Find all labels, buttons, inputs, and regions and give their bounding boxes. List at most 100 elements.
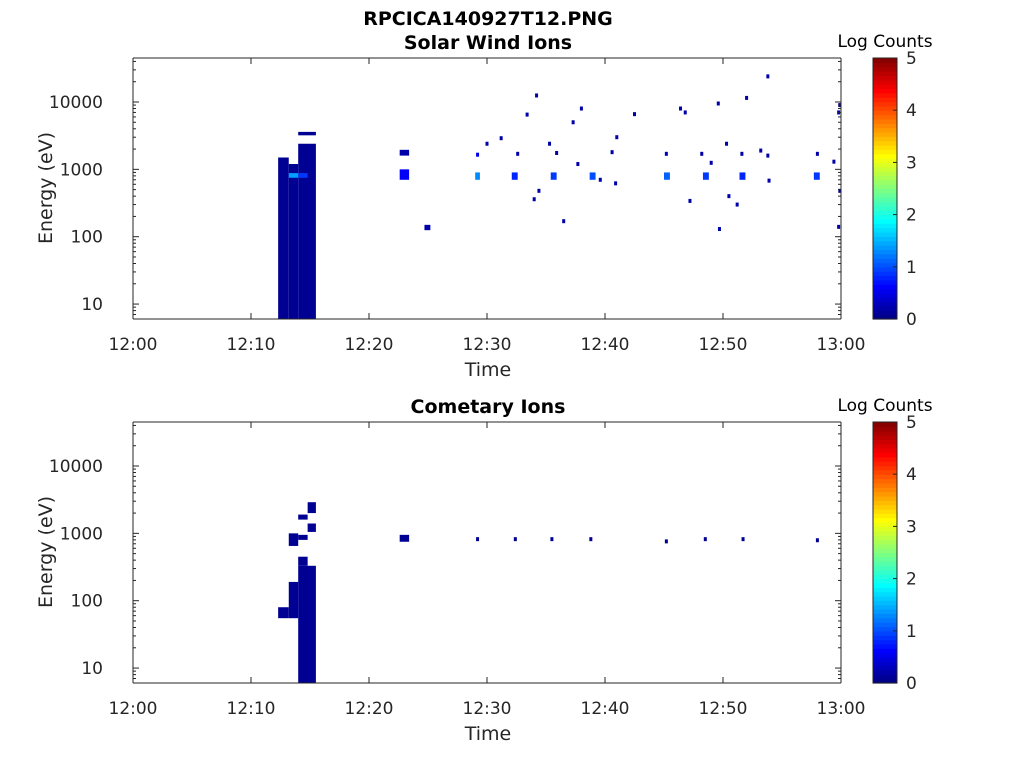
colorbar-segment	[873, 188, 897, 194]
colorbar-tick-label: 0	[906, 310, 917, 330]
data-cell	[278, 157, 289, 319]
cometary-ylabel: Energy (eV)	[35, 496, 57, 608]
solar-wind-xlabel: Time	[464, 359, 512, 381]
x-tick-label: 12:00	[109, 335, 158, 355]
colorbar-segment	[873, 292, 897, 298]
colorbar-tick-label: 3	[906, 153, 917, 173]
colorbar-tick-label: 5	[906, 413, 917, 433]
data-point	[716, 101, 720, 106]
data-point	[598, 177, 602, 182]
colorbar-tick-label: 2	[906, 206, 917, 226]
data-point	[562, 219, 566, 224]
data-point	[516, 151, 520, 156]
colorbar-segment	[873, 166, 897, 172]
data-point	[725, 141, 729, 146]
colorbar-segment	[873, 661, 897, 667]
colorbar-segment	[873, 214, 897, 220]
colorbar-segment	[873, 140, 897, 146]
colorbar-frame	[872, 421, 898, 684]
colorbar-segment	[873, 162, 897, 168]
data-cell	[702, 172, 709, 180]
colorbar-segment	[873, 110, 897, 116]
colorbar-segment	[873, 127, 897, 133]
colorbar-segment	[873, 105, 897, 111]
data-cell	[739, 172, 746, 180]
y-tick-label: 10	[81, 659, 103, 679]
colorbar-segment	[873, 249, 897, 255]
colorbar-segment	[873, 617, 897, 623]
colorbar-segment	[873, 258, 897, 264]
colorbar-segment	[873, 253, 897, 259]
data-cell	[288, 173, 299, 178]
cometary-colorbar-label: Log Counts	[837, 396, 932, 416]
colorbar-segment	[873, 158, 897, 163]
data-point	[766, 74, 770, 79]
colorbar-segment	[873, 62, 897, 68]
colorbar-segment	[873, 232, 897, 237]
data-cell	[664, 172, 670, 180]
figure-title: RPCICA140927T12.PNG	[363, 8, 613, 30]
colorbar-segment	[873, 456, 897, 462]
y-tick-label: 10000	[49, 457, 103, 477]
colorbar-tick-label: 3	[906, 517, 917, 537]
data-cell	[288, 164, 299, 319]
colorbar-segment	[873, 288, 897, 294]
data-point	[688, 198, 692, 203]
colorbar-tick-label: 5	[906, 49, 917, 69]
y-tick-label: 10000	[49, 93, 103, 113]
y-tick-label: 10	[81, 295, 103, 315]
data-cell	[298, 534, 308, 540]
colorbar-segment	[873, 97, 897, 103]
colorbar-segment	[873, 548, 897, 554]
data-point	[550, 537, 554, 542]
colorbar-segment	[873, 626, 897, 632]
colorbar-segment	[873, 635, 897, 641]
solar-wind-panel: Solar Wind Ions 12:00 12:10 12:20 12:30 12:4…	[35, 32, 933, 381]
colorbar-segment	[873, 75, 897, 81]
x-tick-label: 12:40	[581, 699, 630, 719]
data-point	[535, 93, 539, 98]
colorbar-segment	[873, 452, 897, 458]
colorbar-tick-label: 4	[906, 101, 917, 121]
colorbar-segment	[873, 205, 897, 211]
colorbar-segment	[873, 665, 897, 671]
colorbar-segment	[873, 591, 897, 597]
x-tick-label: 12:50	[699, 699, 748, 719]
data-cell	[511, 172, 518, 180]
colorbar-segment	[873, 565, 897, 571]
colorbar-segment	[873, 539, 897, 545]
data-point	[727, 194, 731, 199]
colorbar-segment	[873, 569, 897, 575]
x-tick-label: 12:20	[345, 335, 394, 355]
colorbar-segment	[873, 504, 897, 510]
solar-wind-plot-area	[278, 74, 842, 319]
data-point	[576, 162, 580, 167]
x-tick-label: 12:20	[345, 699, 394, 719]
data-point	[815, 151, 819, 156]
colorbar-segment	[873, 314, 897, 320]
y-tick-label: 1000	[60, 160, 103, 180]
colorbar-segment	[873, 609, 897, 614]
colorbar-segment	[873, 648, 897, 654]
x-tick-label: 13:00	[817, 335, 866, 355]
colorbar-segment	[873, 561, 897, 567]
colorbar-segment	[873, 79, 897, 85]
colorbar-segment	[873, 478, 897, 484]
data-point	[579, 106, 583, 111]
colorbar-frame	[872, 57, 898, 320]
colorbar-segment	[873, 149, 897, 155]
data-point	[525, 112, 529, 117]
data-point	[664, 151, 668, 156]
colorbar-segment	[873, 469, 897, 475]
colorbar-segment	[873, 630, 897, 636]
data-point	[766, 153, 770, 158]
colorbar-segment	[873, 136, 897, 142]
colorbar-segment	[873, 236, 897, 242]
data-point	[664, 539, 668, 544]
colorbar-segment	[873, 118, 897, 124]
colorbar-segment	[873, 279, 897, 285]
colorbar-segment	[873, 66, 897, 72]
colorbar-segment	[873, 240, 897, 246]
data-point	[548, 141, 552, 146]
colorbar-segment	[873, 123, 897, 129]
